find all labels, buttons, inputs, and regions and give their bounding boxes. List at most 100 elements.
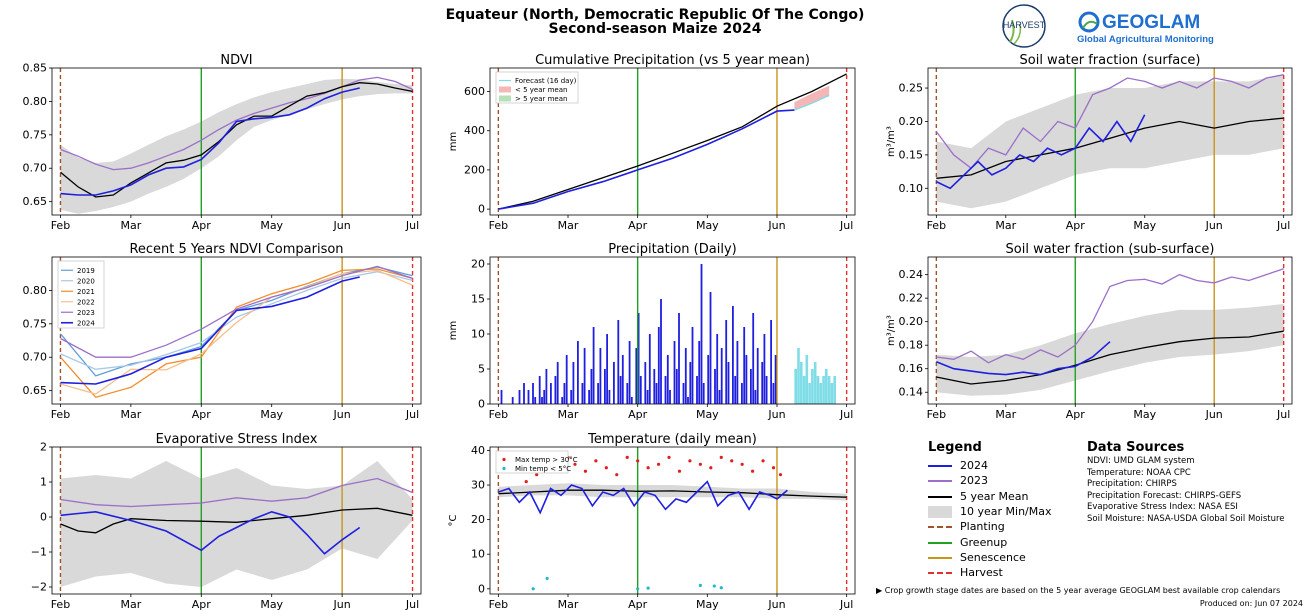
legend-label: 5 year Mean: [960, 489, 1029, 503]
y-axis-label: °C: [448, 514, 459, 526]
x-tick-label: Jun: [767, 598, 785, 611]
x-tick-label: May: [260, 219, 283, 232]
precip-bar: [617, 320, 620, 404]
legend-label: 2024: [960, 459, 988, 473]
y-tick-label: 10: [471, 328, 485, 341]
series-line-mean: [498, 73, 847, 210]
chart-title: NDVI: [220, 53, 252, 68]
legend-title: Legend: [928, 440, 982, 455]
precip-bar: [599, 348, 602, 404]
plot-frame: [927, 67, 1293, 216]
precip-bar: [691, 327, 694, 404]
legend-label: Min temp < 5°C: [515, 465, 571, 473]
report-title: Equateur (North, Democratic Republic Of …: [445, 7, 865, 23]
precip-bar: [696, 376, 698, 404]
legend-label: 2024: [77, 319, 95, 327]
y-axis-label: m³/m³: [886, 126, 897, 157]
precip-bar: [750, 369, 752, 404]
x-tick-label: Apr: [1066, 219, 1086, 232]
cold-temp-point: [712, 584, 716, 588]
series-line-mean: [936, 117, 1284, 179]
chart-title: Evaporative Stress Index: [156, 432, 318, 447]
series-line-2024: [60, 87, 360, 196]
precip-bar: [774, 355, 777, 404]
precip-bar: [608, 390, 611, 404]
series-line-forecast-16-day-: [794, 94, 830, 111]
precip-bar: [655, 383, 658, 404]
x-tick-label: Mar: [120, 598, 141, 611]
hot-temp-point: [730, 459, 734, 463]
y-tick-label: 0.25: [899, 82, 924, 95]
soil-water-surface-chart: Soil water fraction (surface) 0.10 0.15 0.2…: [886, 53, 1293, 232]
precip-bar: [698, 341, 701, 404]
hot-temp-point: [698, 462, 702, 466]
footnote: ▶ Crop growth stage dates are based on t…: [876, 586, 1281, 595]
precip-bar: [621, 355, 624, 404]
legend-item: Senescence: [928, 550, 1078, 565]
y-tick-label: 20: [471, 513, 485, 526]
hot-temp-point: [771, 466, 776, 470]
legend-swatch: [928, 556, 952, 559]
cold-temp-point: [531, 587, 535, 591]
forecast-bar: [808, 383, 811, 404]
precip-bar: [561, 397, 564, 404]
y-tick-label: −1: [31, 546, 47, 559]
x-tick-label: Feb: [489, 219, 508, 232]
precip-bar: [592, 327, 595, 404]
chart-title: Cumulative Precipitation (vs 5 year mean…: [535, 53, 810, 68]
x-tick-label: Jun: [1205, 219, 1223, 232]
y-tick-label: 0.65: [23, 384, 48, 397]
precip-bar: [630, 397, 633, 404]
temperature-chart: Temperature (daily mean) 0 10 20 30 40 Feb Mar A…: [448, 432, 856, 611]
x-tick-label: Jun: [333, 408, 351, 421]
y-tick-label: 40: [471, 444, 485, 457]
x-tick-label: Jun: [767, 219, 785, 232]
precip-bar: [541, 397, 543, 404]
y-tick-label: 30: [471, 479, 485, 492]
y-tick-label: 0.75: [23, 317, 48, 330]
ndvi-chart: NDVI 0.65 0.70 0.75 0.80 0.85 Feb Mar Apr May Jun J…: [23, 53, 422, 232]
x-tick-label: Jul: [1276, 219, 1290, 232]
precip-bar: [675, 369, 678, 404]
soil-water-subsurface-chart: Soil water fraction (sub-surface) 0.14 0.1…: [886, 242, 1293, 421]
precip-bar: [684, 348, 687, 404]
precip-bar: [682, 383, 685, 404]
forecast-bar: [825, 369, 828, 404]
precip-bar: [511, 397, 514, 404]
x-tick-label: May: [696, 219, 719, 232]
hot-temp-point: [677, 469, 682, 473]
forecast-bar: [816, 376, 820, 404]
legend-swatch: [928, 541, 952, 544]
precip-bar: [545, 369, 548, 404]
x-tick-label: Feb: [927, 219, 946, 232]
legend: Legend 2024 2023 5 year Mean 10 year Min/Ma…: [928, 440, 1078, 580]
hot-temp-point: [688, 459, 692, 463]
precip-bar: [725, 320, 728, 404]
precip-bar: [637, 313, 640, 404]
legend-swatch: [928, 465, 952, 468]
series-line-2020: [60, 271, 413, 370]
forecast-bar: [805, 355, 809, 404]
y-tick-label: 0: [478, 582, 485, 595]
legend-label: 2023: [960, 474, 988, 488]
precip-bar: [763, 334, 766, 404]
series-line-mean: [498, 489, 847, 498]
y-tick-label: 5: [478, 363, 485, 376]
precip-bar: [772, 383, 775, 404]
cold-temp-point: [646, 586, 650, 590]
hot-temp-point: [604, 466, 608, 470]
series-line-2024: [498, 480, 788, 515]
hot-temp-point: [524, 479, 528, 484]
x-tick-label: Apr: [192, 598, 212, 611]
x-tick-label: May: [696, 598, 719, 611]
precip-bar: [518, 390, 521, 404]
precip-bar: [664, 376, 667, 404]
legend-label: 2020: [77, 277, 95, 285]
series-line-mean: [60, 507, 413, 534]
legend-swatch: [502, 466, 506, 471]
legend-swatch: [499, 86, 511, 93]
precip-bar: [556, 362, 559, 404]
precip-bar: [700, 264, 703, 404]
x-tick-label: May: [260, 408, 283, 421]
